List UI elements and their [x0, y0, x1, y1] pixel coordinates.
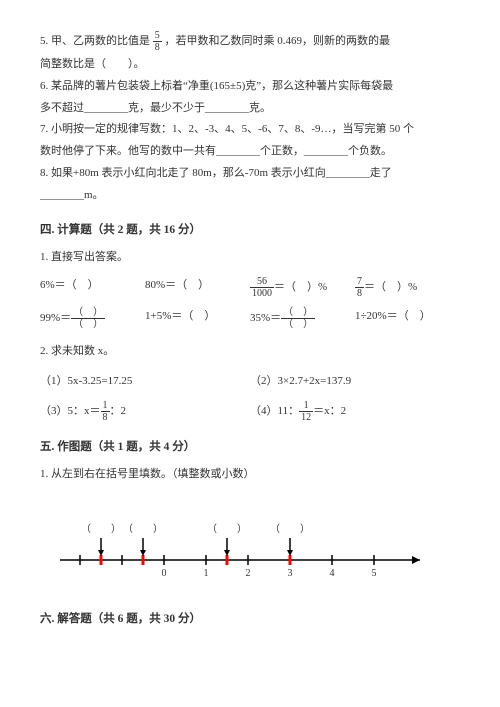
- cell-35pct: 35%＝ （ ） （ ）: [250, 307, 355, 330]
- cell-99pct: 99%＝ （ ） （ ）: [40, 307, 145, 330]
- cell-1plus5pct: 1+5%＝（ ）: [145, 307, 250, 330]
- q5-prefix: 5. 甲、乙两数的比值是: [40, 35, 150, 47]
- cell-56-1000: 56 1000 ＝（ ）%: [250, 276, 355, 299]
- svg-text:5: 5: [372, 568, 377, 579]
- q8-l2: ________m。: [40, 186, 460, 206]
- section-5-title: 五. 作图题（共 1 题，共 4 分）: [40, 437, 460, 458]
- cell-1div20pct: 1÷20%＝（ ）: [355, 307, 460, 330]
- sec4-q2: 2. 求未知数 x。: [40, 342, 460, 362]
- number-line: 012345（ ）（ ）（ ）（ ）: [40, 500, 460, 595]
- calc-row-2: 99%＝ （ ） （ ） 1+5%＝（ ） 35%＝ （ ） （ ） 1÷20%…: [40, 307, 460, 330]
- svg-text:（ ）: （ ）: [270, 523, 310, 535]
- question-5: 5. 甲、乙两数的比值是 5 8 ，若甲数和乙数同时乘 0.469，则新的两数的…: [40, 30, 460, 53]
- eqn-2: （2）3×2.7+2x=137.9: [250, 372, 460, 392]
- svg-text:2: 2: [246, 568, 251, 579]
- q7-l1: 7. 小明按一定的规律写数：1、2、-3、4、5、-6、7、8、-9…，当写完第…: [40, 120, 460, 140]
- fraction-5-8: 5 8: [153, 30, 162, 53]
- sec4-q1: 1. 直接写出答案。: [40, 248, 460, 268]
- q5-line2: 简整数比是（ ）。: [40, 55, 460, 75]
- section-6-title: 六. 解答题（共 6 题，共 30 分）: [40, 609, 460, 630]
- q5-mid: ，若甲数和乙数同时乘 0.469，则新的两数的最: [165, 35, 391, 47]
- svg-text:1: 1: [204, 568, 209, 579]
- fraction-56-1000: 56 1000: [250, 276, 274, 299]
- sec5-q1: 1. 从左到右在括号里填数。（填整数或小数）: [40, 465, 460, 485]
- fraction-1-12: 1 12: [299, 400, 313, 423]
- fraction-7-8: 7 8: [355, 276, 364, 299]
- eqn-row-2: （3）5：x＝ 1 8 ：2 （4）11： 1 12 ＝x：2: [40, 400, 460, 423]
- calc-row-1: 6%＝（ ） 80%＝（ ） 56 1000 ＝（ ）% 7 8 ＝（ ）%: [40, 276, 460, 299]
- q6-l2: 多不超过________克，最少不少于________克。: [40, 99, 460, 119]
- q7-l2: 数时他停了下来。他写的数中一共有________个正数，________个负数。: [40, 142, 460, 162]
- cell-80pct: 80%＝（ ）: [145, 276, 250, 299]
- q8-l1: 8. 如果+80m 表示小红向北走了 80m，那么-70m 表示小红向_____…: [40, 164, 460, 184]
- eqn-3: （3）5：x＝ 1 8 ：2: [40, 400, 250, 423]
- eqn-4: （4）11： 1 12 ＝x：2: [250, 400, 460, 423]
- svg-text:4: 4: [330, 568, 335, 579]
- svg-text:3: 3: [288, 568, 293, 579]
- fraction-blank-1: （ ） （ ）: [71, 307, 105, 330]
- cell-6pct: 6%＝（ ）: [40, 276, 145, 299]
- section-4-title: 四. 计算题（共 2 题，共 16 分）: [40, 220, 460, 241]
- fraction-1-8: 1 8: [101, 400, 110, 423]
- eqn-1: （1）5x-3.25=17.25: [40, 372, 250, 392]
- svg-text:（ ）: （ ）: [207, 523, 247, 535]
- cell-7-8: 7 8 ＝（ ）%: [355, 276, 460, 299]
- fraction-blank-2: （ ） （ ）: [281, 307, 315, 330]
- number-line-svg: 012345（ ）（ ）（ ）（ ）: [40, 500, 440, 595]
- svg-text:（ ）: （ ）: [123, 523, 163, 535]
- eqn-row-1: （1）5x-3.25=17.25 （2）3×2.7+2x=137.9: [40, 372, 460, 392]
- svg-text:（ ）: （ ）: [81, 523, 121, 535]
- svg-text:0: 0: [162, 568, 167, 579]
- q6-l1: 6. 某品牌的薯片包装袋上标着“净重(165±5)克”，那么这种薯片实际每袋最: [40, 77, 460, 97]
